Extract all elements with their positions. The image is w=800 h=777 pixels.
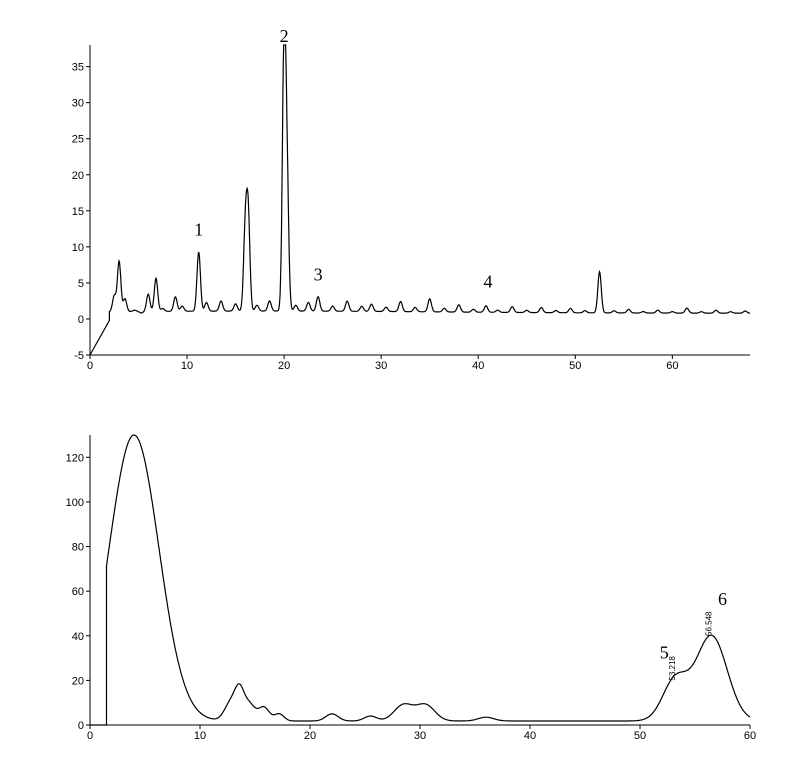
svg-text:0: 0 [78,720,84,732]
svg-text:0: 0 [87,730,93,742]
top-chromatogram: 0102030405060-5051015202530351234 [60,30,760,380]
svg-text:20: 20 [72,675,84,687]
svg-text:0: 0 [87,360,93,372]
svg-text:120: 120 [66,452,84,464]
svg-text:5: 5 [78,278,84,290]
rt-label: 56.548 [705,611,714,636]
svg-text:0: 0 [78,314,84,326]
svg-text:40: 40 [472,360,484,372]
bottom-chromatogram: 01020304050600204060801001205653.21856.5… [60,420,760,750]
svg-text:10: 10 [181,360,193,372]
chromatogram-trace [90,435,750,725]
peak-label: 3 [314,264,323,284]
svg-text:-5: -5 [74,350,84,362]
svg-text:30: 30 [375,360,387,372]
svg-text:60: 60 [744,730,756,742]
svg-text:80: 80 [72,542,84,554]
svg-text:40: 40 [72,631,84,643]
svg-text:50: 50 [634,730,646,742]
svg-text:20: 20 [278,360,290,372]
svg-text:15: 15 [72,206,84,218]
peak-label: 2 [280,30,289,46]
peak-label: 4 [483,272,492,292]
svg-text:30: 30 [72,98,84,110]
rt-label: 53.218 [668,656,677,681]
svg-text:10: 10 [194,730,206,742]
peak-label: 1 [194,220,203,240]
chromatogram-trace [90,45,750,355]
svg-text:60: 60 [666,360,678,372]
svg-text:60: 60 [72,586,84,598]
svg-text:25: 25 [72,134,84,146]
svg-text:20: 20 [304,730,316,742]
peak-label: 6 [718,589,727,609]
svg-text:10: 10 [72,242,84,254]
svg-text:35: 35 [72,62,84,74]
svg-text:30: 30 [414,730,426,742]
svg-text:50: 50 [569,360,581,372]
svg-text:100: 100 [66,497,84,509]
svg-text:40: 40 [524,730,536,742]
svg-text:20: 20 [72,170,84,182]
